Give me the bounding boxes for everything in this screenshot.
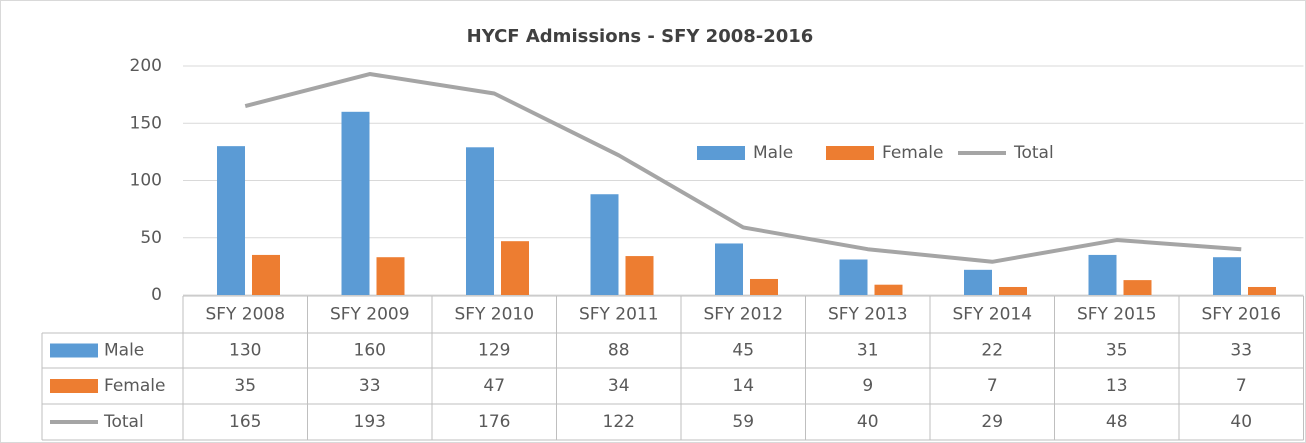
table-cell: 47 bbox=[483, 376, 505, 396]
table-cell: 130 bbox=[229, 341, 261, 361]
x-tick-label: SFY 2009 bbox=[330, 305, 410, 325]
table-cell: 35 bbox=[234, 376, 256, 396]
bar bbox=[1248, 286, 1276, 295]
table-cell: 40 bbox=[857, 412, 879, 432]
x-tick-label: SFY 2010 bbox=[454, 305, 534, 325]
table-cell: 7 bbox=[1236, 376, 1247, 396]
bar bbox=[1123, 280, 1152, 295]
bar bbox=[874, 284, 903, 295]
bar bbox=[590, 194, 619, 295]
table-cell: 33 bbox=[359, 376, 381, 396]
table-row-label: Male bbox=[104, 341, 144, 361]
legend-label: Male bbox=[753, 143, 793, 163]
table-cell: 88 bbox=[608, 341, 630, 361]
table-cell: 22 bbox=[981, 341, 1003, 361]
table-cell: 13 bbox=[1106, 376, 1128, 396]
bar bbox=[839, 259, 868, 295]
table-cell: 14 bbox=[732, 376, 754, 396]
table-cell: 33 bbox=[1230, 341, 1252, 361]
table-cell: 193 bbox=[354, 412, 386, 432]
bar bbox=[625, 256, 654, 295]
y-tick-label: 0 bbox=[151, 285, 162, 305]
bar bbox=[750, 278, 778, 295]
legend-key bbox=[697, 146, 745, 160]
table-row-label: Total bbox=[103, 412, 144, 432]
y-tick-label: 100 bbox=[130, 171, 162, 191]
legend-key bbox=[826, 146, 874, 160]
table-legend-key bbox=[50, 379, 98, 393]
table-cell: 29 bbox=[981, 412, 1003, 432]
table-cell: 34 bbox=[608, 376, 630, 396]
x-tick-label: SFY 2012 bbox=[703, 305, 783, 325]
legend-label: Total bbox=[1013, 143, 1054, 163]
bar bbox=[217, 146, 245, 295]
bar bbox=[376, 257, 405, 295]
x-tick-label: SFY 2015 bbox=[1077, 305, 1157, 325]
bar bbox=[1213, 257, 1241, 295]
table-cell: 129 bbox=[478, 341, 510, 361]
line-series bbox=[244, 72, 1242, 264]
table-cell: 35 bbox=[1106, 341, 1128, 361]
x-tick-label: SFY 2016 bbox=[1201, 305, 1281, 325]
bar bbox=[341, 111, 370, 295]
bar bbox=[715, 243, 743, 295]
bar bbox=[1088, 254, 1117, 295]
y-tick-label: 200 bbox=[130, 56, 162, 76]
chart-title: HYCF Admissions - SFY 2008-2016 bbox=[467, 26, 814, 47]
table-cell: 48 bbox=[1106, 412, 1128, 432]
table-cell: 122 bbox=[603, 412, 635, 432]
x-tick-label: SFY 2008 bbox=[205, 305, 285, 325]
x-tick-label: SFY 2013 bbox=[828, 305, 908, 325]
x-tick-label: SFY 2014 bbox=[952, 305, 1032, 325]
table-cell: 165 bbox=[229, 412, 261, 432]
y-tick-label: 150 bbox=[130, 113, 162, 133]
table-row-label: Female bbox=[104, 376, 165, 396]
x-tick-label: SFY 2011 bbox=[579, 305, 659, 325]
bar bbox=[999, 286, 1027, 295]
table-cell: 31 bbox=[857, 341, 879, 361]
table-cell: 45 bbox=[732, 341, 754, 361]
bar bbox=[501, 241, 529, 295]
table-cell: 9 bbox=[862, 376, 873, 396]
table-cell: 59 bbox=[732, 412, 754, 432]
bar bbox=[964, 269, 992, 295]
table-cell: 176 bbox=[478, 412, 510, 432]
bar bbox=[252, 254, 280, 295]
table-cell: 40 bbox=[1230, 412, 1252, 432]
legend-label: Female bbox=[882, 143, 943, 163]
bar bbox=[466, 147, 494, 295]
y-tick-label: 50 bbox=[140, 228, 162, 248]
table-cell: 160 bbox=[354, 341, 386, 361]
table-cell: 7 bbox=[987, 376, 998, 396]
table-legend-key bbox=[50, 343, 98, 358]
